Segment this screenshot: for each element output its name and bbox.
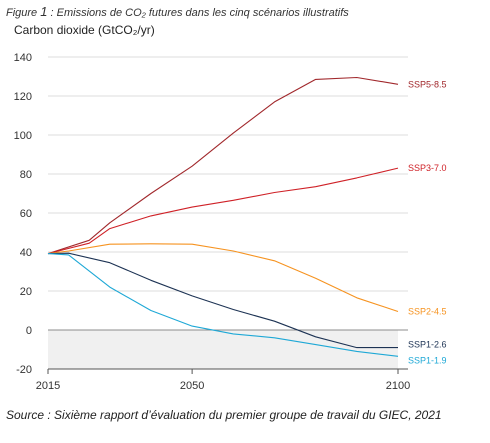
- series-line-ssp1-1-9: [47, 253, 399, 357]
- gridlines: [48, 56, 408, 331]
- y-tick-label: 20: [20, 286, 32, 298]
- series-label-ssp1-2-6: SSP1-2.6: [408, 340, 447, 350]
- series-labels: SSP5-8.5 SSP3-7.0 SSP2-4.5 SSP1-2.6 SSP1-1.9: [408, 79, 447, 365]
- y-tick-label: 120: [14, 91, 32, 103]
- y-tick-label: 80: [20, 169, 32, 181]
- y-tick-label: -20: [16, 364, 32, 376]
- series-label-ssp5-8-5: SSP5-8.5: [408, 79, 447, 89]
- series-label-ssp1-1-9: SSP1-1.9: [408, 355, 447, 365]
- x-tick-label: 2015: [36, 380, 60, 392]
- y-axis-title: Carbon dioxide (GtCO₂/yr): [14, 23, 155, 37]
- y-tick-label: 60: [20, 208, 32, 220]
- x-tick-labels: 2015 2050 2100: [36, 369, 410, 392]
- line-chart: -20 0 20 40 60 80 100 120 140 2015 2050 2100 SSP5-…: [14, 52, 447, 392]
- y-tick-labels: -20 0 20 40 60 80 100 120 140: [14, 52, 32, 376]
- source-note: Source : Sixième rapport d’évaluation du…: [6, 408, 442, 422]
- series-line-ssp3-7-0: [47, 167, 399, 255]
- series-lines: [47, 76, 399, 357]
- figure-caption: Figure 1 : Emissions de CO₂ futures dans…: [6, 4, 349, 19]
- series-line-ssp5-8-5: [47, 76, 399, 255]
- series-label-ssp2-4-5: SSP2-4.5: [408, 306, 447, 316]
- plot-background: [48, 330, 398, 369]
- x-tick-label: 2100: [386, 380, 410, 392]
- series-line-ssp2-4-5: [47, 243, 399, 313]
- series-line-ssp1-2-6: [47, 252, 398, 349]
- caption-number: 1: [40, 4, 48, 19]
- x-tick-label: 2050: [180, 380, 204, 392]
- y-tick-label: 140: [14, 52, 32, 64]
- caption-text: : Emissions de CO₂ futures dans les cinq…: [47, 7, 349, 19]
- y-tick-label: 40: [20, 247, 32, 259]
- series-label-ssp3-7-0: SSP3-7.0: [408, 163, 447, 173]
- caption-prefix: Figure: [6, 7, 41, 19]
- y-tick-label: 0: [26, 325, 32, 337]
- y-tick-label: 100: [14, 130, 32, 142]
- negative-region-shade: [48, 330, 398, 369]
